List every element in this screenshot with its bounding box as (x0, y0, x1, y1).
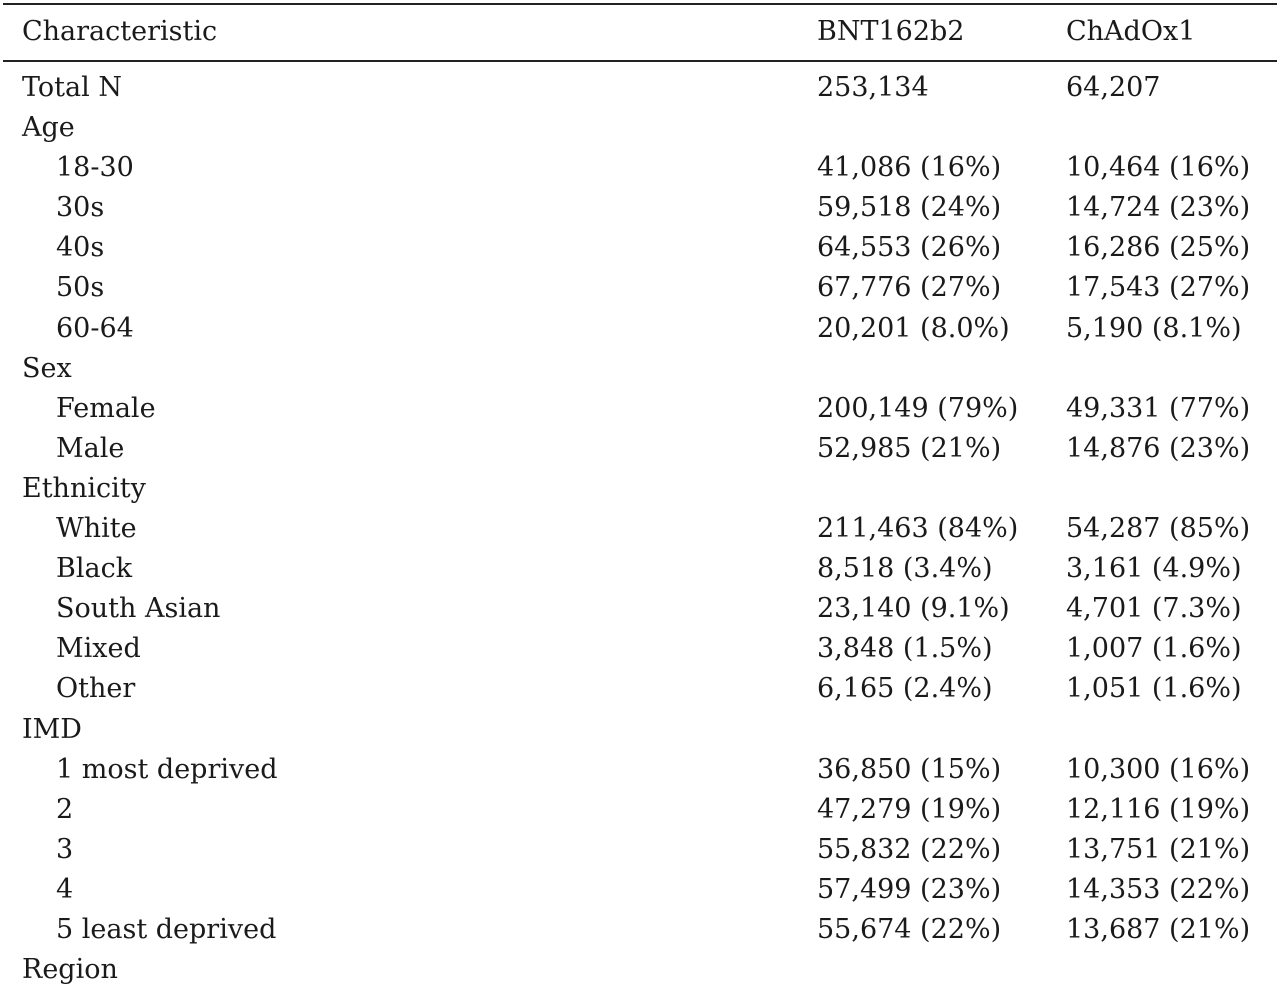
chadox1-value: 1,051 (1.6%) (1066, 673, 1242, 705)
table-row: Region (0, 950, 1280, 990)
table-row: 4 57,499 (23%) 14,353 (22%) (0, 870, 1280, 910)
row-label: Sex (22, 352, 72, 384)
table-row: Ethnicity (0, 469, 1280, 509)
row-label: 4 (56, 873, 74, 905)
chadox1-value: 14,353 (22%) (1066, 873, 1251, 905)
bnt162b2-value: 36,850 (15%) (817, 753, 1002, 785)
table-body: Total N 253,134 64,207 Age 18-30 41,086 (16%)… (0, 68, 1280, 990)
bnt162b2-value: 23,140 (9.1%) (817, 593, 1010, 625)
header-chadox1: ChAdOx1 (1066, 16, 1196, 47)
table-row: IMD (0, 710, 1280, 750)
row-label: Female (56, 392, 156, 424)
bnt162b2-value: 200,149 (79%) (817, 392, 1019, 424)
table-row: 30s 59,518 (24%) 14,724 (23%) (0, 188, 1280, 228)
table-row: Sex (0, 349, 1280, 389)
row-label: Black (56, 553, 133, 585)
row-label: Age (22, 112, 75, 144)
bnt162b2-value: 52,985 (21%) (817, 432, 1002, 464)
header-characteristic: Characteristic (22, 16, 218, 47)
row-label: 30s (56, 192, 105, 224)
row-label: 3 (56, 833, 74, 865)
table-row: 60-64 20,201 (8.0%) 5,190 (8.1%) (0, 309, 1280, 349)
bnt162b2-value: 3,848 (1.5%) (817, 633, 993, 665)
chadox1-value: 14,876 (23%) (1066, 432, 1251, 464)
bnt162b2-value: 47,279 (19%) (817, 793, 1002, 825)
table-row: 5 least deprived 55,674 (22%) 13,687 (21%) (0, 910, 1280, 950)
bnt162b2-value: 57,499 (23%) (817, 873, 1002, 905)
table-row: 40s 64,553 (26%) 16,286 (25%) (0, 228, 1280, 268)
table-row: Total N 253,134 64,207 (0, 68, 1280, 108)
table-row: 1 most deprived 36,850 (15%) 10,300 (16%) (0, 750, 1280, 790)
header-bnt162b2: BNT162b2 (817, 16, 965, 47)
table-row: Female 200,149 (79%) 49,331 (77%) (0, 389, 1280, 429)
bnt162b2-value: 64,553 (26%) (817, 232, 1002, 264)
chadox1-value: 16,286 (25%) (1066, 232, 1251, 264)
row-label: Other (56, 673, 136, 705)
chadox1-value: 14,724 (23%) (1066, 192, 1251, 224)
chadox1-value: 49,331 (77%) (1066, 392, 1251, 424)
bnt162b2-value: 67,776 (27%) (817, 272, 1002, 304)
bnt162b2-value: 59,518 (24%) (817, 192, 1002, 224)
row-label: 5 least deprived (56, 913, 277, 945)
row-label: 1 most deprived (56, 753, 278, 785)
chadox1-value: 54,287 (85%) (1066, 513, 1251, 545)
table-row: Black 8,518 (3.4%) 3,161 (4.9%) (0, 549, 1280, 589)
bnt162b2-value: 8,518 (3.4%) (817, 553, 993, 585)
bnt162b2-value: 6,165 (2.4%) (817, 673, 993, 705)
chadox1-value: 4,701 (7.3%) (1066, 593, 1242, 625)
chadox1-value: 5,190 (8.1%) (1066, 312, 1242, 344)
table-row: South Asian 23,140 (9.1%) 4,701 (7.3%) (0, 589, 1280, 629)
row-label: Region (22, 954, 118, 986)
chadox1-value: 13,751 (21%) (1066, 833, 1251, 865)
row-label: Male (56, 432, 125, 464)
chadox1-value: 12,116 (19%) (1066, 793, 1251, 825)
row-label: 60-64 (56, 312, 134, 344)
row-label: 2 (56, 793, 74, 825)
row-label: 18-30 (56, 152, 134, 184)
bnt162b2-value: 55,674 (22%) (817, 913, 1002, 945)
chadox1-value: 17,543 (27%) (1066, 272, 1251, 304)
bnt162b2-value: 41,086 (16%) (817, 152, 1002, 184)
table-row: Male 52,985 (21%) 14,876 (23%) (0, 429, 1280, 469)
table-header-rule (3, 60, 1277, 62)
row-label: South Asian (56, 593, 221, 625)
bnt162b2-value: 253,134 (817, 72, 929, 103)
table-top-rule (3, 3, 1277, 5)
row-label: White (56, 513, 137, 545)
table-row: 2 47,279 (19%) 12,116 (19%) (0, 790, 1280, 830)
table-row: 3 55,832 (22%) 13,751 (21%) (0, 830, 1280, 870)
table-header-row: Characteristic BNT162b2 ChAdOx1 (0, 10, 1280, 54)
chadox1-value: 10,300 (16%) (1066, 753, 1251, 785)
bnt162b2-value: 55,832 (22%) (817, 833, 1002, 865)
bnt162b2-value: 20,201 (8.0%) (817, 312, 1010, 344)
row-label: 50s (56, 272, 105, 304)
bnt162b2-value: 211,463 (84%) (817, 513, 1019, 545)
table-row: White 211,463 (84%) 54,287 (85%) (0, 509, 1280, 549)
row-label: Mixed (56, 633, 141, 665)
table-row: 18-30 41,086 (16%) 10,464 (16%) (0, 148, 1280, 188)
chadox1-value: 13,687 (21%) (1066, 913, 1251, 945)
table-row: Other 6,165 (2.4%) 1,051 (1.6%) (0, 669, 1280, 709)
table-row: Mixed 3,848 (1.5%) 1,007 (1.6%) (0, 629, 1280, 669)
chadox1-value: 3,161 (4.9%) (1066, 553, 1242, 585)
table-row: Age (0, 108, 1280, 148)
row-label: 40s (56, 232, 105, 264)
table-row: 50s 67,776 (27%) 17,543 (27%) (0, 268, 1280, 308)
row-label: IMD (22, 713, 82, 745)
chadox1-value: 64,207 (1066, 72, 1161, 103)
chadox1-value: 10,464 (16%) (1066, 152, 1251, 184)
chadox1-value: 1,007 (1.6%) (1066, 633, 1242, 665)
row-label: Total N (22, 72, 122, 103)
row-label: Ethnicity (22, 472, 146, 504)
